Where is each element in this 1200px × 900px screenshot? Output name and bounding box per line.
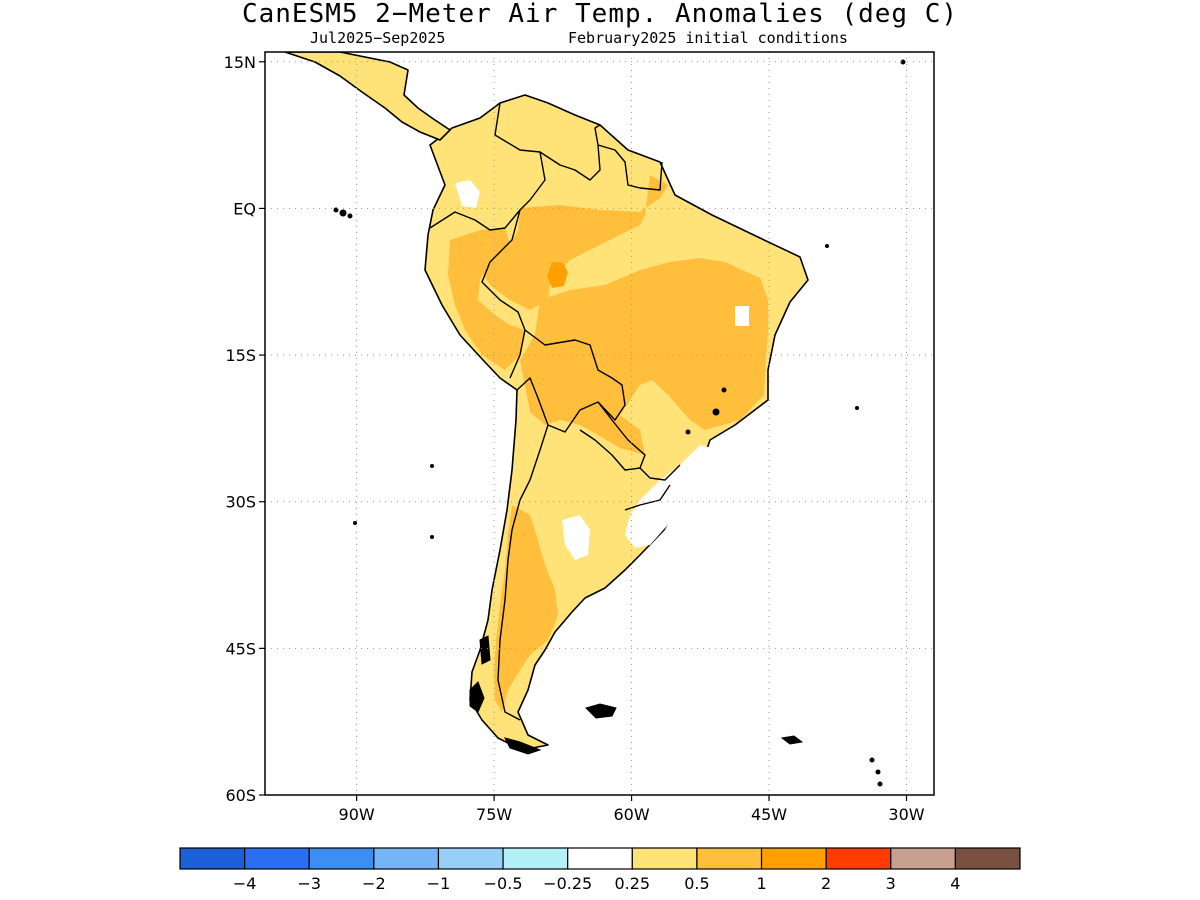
colorbar-label: −0.5 bbox=[484, 874, 523, 893]
country-borders bbox=[429, 102, 681, 721]
colorbar-label: −3 bbox=[297, 874, 321, 893]
colorbar-swatch bbox=[890, 847, 956, 870]
colorbar-label: 4 bbox=[950, 874, 960, 893]
colorbar-swatch bbox=[825, 847, 892, 870]
map-frame bbox=[264, 51, 935, 796]
colorbar-swatch bbox=[244, 847, 310, 870]
map-title: CanESM5 2−Meter Air Temp. Anomalies (deg… bbox=[241, 0, 959, 29]
colorbar-label: 2 bbox=[821, 874, 831, 893]
colorbar-label: −4 bbox=[233, 874, 257, 893]
anomaly-1-2 bbox=[547, 262, 568, 288]
lon-tick-label: 45W bbox=[751, 805, 787, 824]
forecast-period: Jul2025−Sep2025 bbox=[310, 29, 446, 47]
lon-tick-label: 75W bbox=[476, 805, 512, 824]
colorbar-label: 3 bbox=[886, 874, 896, 893]
lat-tick-label: 30S bbox=[225, 493, 256, 512]
lat-tick-label: 15S bbox=[225, 346, 256, 365]
land-central-america bbox=[284, 52, 451, 141]
initial-conditions: February2025 initial conditions bbox=[568, 29, 848, 47]
lat-tick-label: EQ bbox=[233, 199, 256, 218]
colorbar-label: 0.5 bbox=[684, 874, 709, 893]
lon-tick-label: 30W bbox=[888, 805, 924, 824]
colorbar-label: −0.25 bbox=[543, 874, 592, 893]
colorbar-swatch bbox=[760, 847, 827, 870]
colorbar-swatch bbox=[954, 847, 1021, 870]
colorbar-swatch bbox=[631, 847, 698, 870]
colorbar-swatch bbox=[696, 847, 763, 870]
colorbar-swatch bbox=[308, 847, 375, 870]
lat-tick-label: 60S bbox=[225, 786, 256, 805]
colorbar-swatch bbox=[179, 847, 246, 870]
anomaly-0.5-1 bbox=[448, 175, 768, 712]
colorbar-swatch bbox=[567, 847, 633, 870]
axis-ticks: 15N EQ 15S 30S 45S 60S 90W 75W 60W 45W 30W bbox=[224, 53, 925, 824]
colorbar-label: −1 bbox=[427, 874, 451, 893]
lat-tick-label: 15N bbox=[224, 53, 256, 72]
lat-tick-label: 45S bbox=[225, 639, 256, 658]
anomaly-neutral bbox=[455, 180, 749, 560]
colorbar-swatch bbox=[373, 847, 440, 870]
colorbar-swatch bbox=[437, 847, 504, 870]
colorbar-label: −2 bbox=[362, 874, 386, 893]
colorbar-label: 0.25 bbox=[614, 874, 650, 893]
colorbar-swatch bbox=[502, 847, 569, 870]
islands bbox=[333, 59, 906, 787]
lon-tick-label: 90W bbox=[339, 805, 375, 824]
colorbar-label: 1 bbox=[756, 874, 766, 893]
lon-tick-label: 60W bbox=[613, 805, 649, 824]
